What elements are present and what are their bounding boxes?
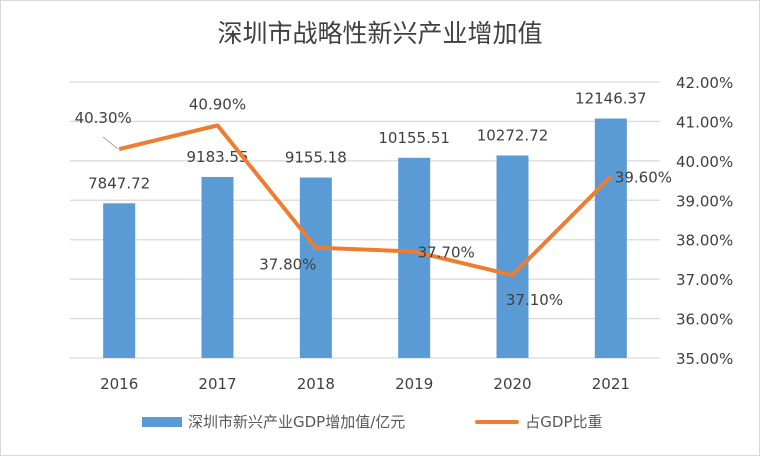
- bar: [398, 157, 431, 358]
- bar-data-label: 7847.72: [88, 174, 150, 192]
- leader-line: [102, 136, 119, 150]
- bar-data-label: 10272.72: [477, 126, 549, 144]
- x-axis-tick-label: 2019: [395, 375, 433, 393]
- line-data-label: 37.10%: [506, 291, 563, 309]
- bar: [496, 155, 529, 358]
- x-axis-tick-label: 2021: [592, 375, 630, 393]
- legend-bar-label: 深圳市新兴产业GDP增加值/亿元: [188, 413, 406, 431]
- bar-data-label: 12146.37: [575, 90, 647, 108]
- bar: [103, 203, 136, 358]
- line-data-label: 39.60%: [615, 169, 672, 187]
- line-data-label: 37.80%: [259, 256, 316, 274]
- line-data-label: 40.90%: [189, 95, 246, 113]
- legend: 深圳市新兴产业GDP增加值/亿元 占GDP比重: [142, 411, 603, 432]
- bar: [594, 118, 627, 358]
- bar-data-label: 10155.51: [378, 129, 450, 147]
- x-axis-tick-label: 2017: [198, 375, 236, 393]
- right-axis-tick-label: 40.00%: [676, 153, 733, 171]
- x-axis-tick-label: 2020: [493, 375, 531, 393]
- bar-data-label: 9183.55: [186, 148, 248, 166]
- right-axis-tick-label: 39.00%: [676, 192, 733, 210]
- line-series: [118, 123, 613, 278]
- chart-title: 深圳市战略性新兴产业增加值: [217, 19, 543, 48]
- legend-bar-swatch: [142, 416, 182, 427]
- right-axis-tick-label: 41.00%: [676, 113, 733, 131]
- bar: [201, 176, 234, 358]
- right-axis-tick-label: 36.00%: [676, 311, 733, 329]
- legend-line-label: 占GDP比重: [525, 413, 603, 431]
- x-axis-tick-label: 2018: [297, 375, 335, 393]
- right-axis-tick-label: 37.00%: [676, 271, 733, 289]
- x-axis-tick-label: 2016: [100, 375, 138, 393]
- line-data-label: 40.30%: [75, 109, 132, 127]
- legend-line-swatch: [475, 419, 520, 424]
- line-data-label: 37.70%: [418, 244, 475, 262]
- right-axis-tick-label: 35.00%: [676, 350, 733, 368]
- right-axis-tick-label: 38.00%: [676, 232, 733, 250]
- right-axis-tick-label: 42.00%: [676, 74, 733, 92]
- bar-data-label: 9155.18: [285, 149, 347, 167]
- bar: [299, 177, 332, 358]
